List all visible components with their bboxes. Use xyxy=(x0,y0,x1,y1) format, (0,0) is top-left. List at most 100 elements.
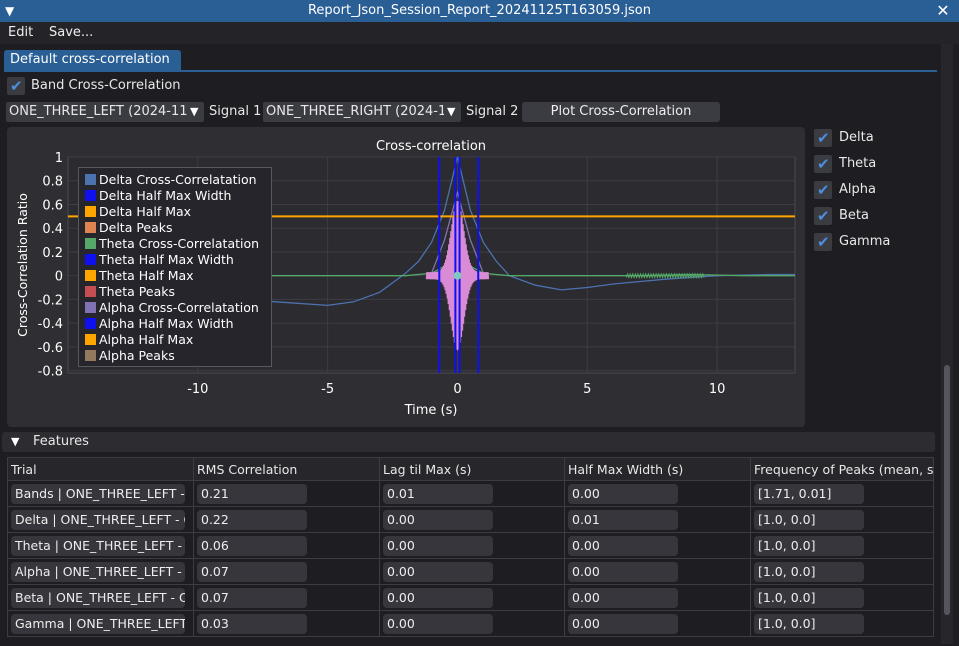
plot-cross-correlation-button[interactable]: Plot Cross-Correlation xyxy=(522,102,720,122)
legend-label: Alpha Peaks xyxy=(99,348,175,363)
x-tick-label: 5 xyxy=(583,382,591,397)
value-field[interactable]: [1.0, 0.0] xyxy=(754,613,864,634)
band-toggle-gamma-checkbox[interactable]: ✔ xyxy=(814,233,832,251)
menu-edit[interactable]: Edit xyxy=(8,25,34,40)
x-tick-label: 0 xyxy=(453,382,461,397)
value-field[interactable]: 0.01 xyxy=(568,509,678,530)
y-tick-label: 0.6 xyxy=(42,198,63,213)
table-column-header[interactable]: Frequency of Peaks (mean, st. xyxy=(750,457,934,481)
value-field[interactable]: [1.71, 0.01] xyxy=(754,483,864,504)
table-cell: [1.0, 0.0] xyxy=(750,558,934,585)
value-field[interactable]: 0.06 xyxy=(197,535,307,556)
value-field[interactable]: 0.00 xyxy=(568,587,678,608)
table-column-header[interactable]: Half Max Width (s) xyxy=(564,457,751,481)
value-field[interactable]: 0.07 xyxy=(197,587,307,608)
legend-label: Theta Peaks xyxy=(99,284,175,299)
table-cell: Theta | ONE_THREE_LEFT - O xyxy=(7,532,194,559)
tab-label: Default cross-correlation xyxy=(10,52,170,67)
legend-swatch xyxy=(85,238,96,249)
value-field[interactable]: [1.0, 0.0] xyxy=(754,561,864,582)
table-cell: 0.03 xyxy=(193,610,380,637)
y-tick-label: 0.2 xyxy=(42,246,63,261)
value-field[interactable]: [1.0, 0.0] xyxy=(754,535,864,556)
value-field[interactable]: 0.00 xyxy=(568,613,678,634)
chart-title: Cross-correlation xyxy=(376,139,486,154)
legend-entry[interactable]: Alpha Half Max Width xyxy=(79,316,269,332)
checkmark-icon: ✔ xyxy=(817,129,830,147)
legend-entry[interactable]: Theta Half Max xyxy=(79,268,269,284)
legend-entry[interactable]: Delta Half Max Width xyxy=(79,188,269,204)
table-column-header[interactable]: Trial xyxy=(7,457,194,481)
value-field[interactable]: 0.00 xyxy=(383,613,493,634)
table-cell: 0.07 xyxy=(193,558,380,585)
signal2-select[interactable]: ONE_THREE_RIGHT (2024-1 ▼ xyxy=(263,102,461,122)
trial-name-field[interactable]: Theta | ONE_THREE_LEFT - O xyxy=(11,535,185,556)
legend-entry[interactable]: Theta Half Max Width xyxy=(79,252,269,268)
band-toggle-theta-checkbox[interactable]: ✔ xyxy=(814,155,832,173)
legend-label: Alpha Half Max Width xyxy=(99,316,234,331)
legend-entry[interactable]: Alpha Cross-Correlatation xyxy=(79,300,269,316)
signal1-label: Signal 1 xyxy=(209,104,262,119)
value-field[interactable]: 0.00 xyxy=(568,535,678,556)
collapse-triangle-icon[interactable]: ▼ xyxy=(5,4,15,18)
signal2-value: ONE_THREE_RIGHT (2024-1 xyxy=(266,104,444,119)
table-column-header[interactable]: Lag til Max (s) xyxy=(379,457,565,481)
band-cross-correlation-checkbox[interactable]: ✔ xyxy=(7,77,25,95)
trial-name-field[interactable]: Beta | ONE_THREE_LEFT - O xyxy=(11,587,185,608)
legend-label: Alpha Half Max xyxy=(99,332,194,347)
value-field[interactable]: 0.22 xyxy=(197,509,307,530)
legend-entry[interactable]: Alpha Peaks xyxy=(79,348,269,364)
y-tick-label: -0.8 xyxy=(38,365,63,380)
collapse-triangle-icon[interactable]: ▼ xyxy=(11,435,20,448)
legend-entry[interactable]: Alpha Half Max xyxy=(79,332,269,348)
value-field[interactable]: [1.0, 0.0] xyxy=(754,509,864,530)
signal1-select[interactable]: ONE_THREE_LEFT (2024-11 ▼ xyxy=(6,102,204,122)
y-tick-label: -0.2 xyxy=(38,293,63,308)
legend-entry[interactable]: Delta Cross-Correlatation xyxy=(79,172,269,188)
legend-entry[interactable]: Theta Peaks xyxy=(79,284,269,300)
menu-save[interactable]: Save... xyxy=(49,25,94,40)
value-field[interactable]: 0.07 xyxy=(197,561,307,582)
table-cell: Gamma | ONE_THREE_LEFT xyxy=(7,610,194,637)
table-cell: 0.00 xyxy=(379,532,565,559)
legend-entry[interactable]: Delta Peaks xyxy=(79,220,269,236)
chevron-down-icon: ▼ xyxy=(190,105,199,118)
x-axis-label: Time (s) xyxy=(404,403,458,418)
value-field[interactable]: 0.00 xyxy=(383,561,493,582)
table-cell: 0.01 xyxy=(564,506,751,533)
features-header[interactable]: ▼ Features xyxy=(2,432,935,452)
legend-swatch xyxy=(85,190,96,201)
legend-swatch xyxy=(85,350,96,361)
table-row: Bands | ONE_THREE_LEFT - 0.21 0.01 0.00 [1.… xyxy=(7,480,934,507)
table-cell: [1.0, 0.0] xyxy=(750,610,934,637)
band-toggle-beta-checkbox[interactable]: ✔ xyxy=(814,207,832,225)
value-field[interactable]: 0.03 xyxy=(197,613,307,634)
trial-name-field[interactable]: Gamma | ONE_THREE_LEFT xyxy=(11,613,185,634)
value-field[interactable]: 0.00 xyxy=(383,509,493,530)
scrollbar-thumb[interactable] xyxy=(944,365,950,615)
trial-name-field[interactable]: Alpha | ONE_THREE_LEFT - O xyxy=(11,561,185,582)
legend-swatch xyxy=(85,302,96,313)
legend-entry[interactable]: Delta Half Max xyxy=(79,204,269,220)
value-field[interactable]: [1.0, 0.0] xyxy=(754,587,864,608)
value-field[interactable]: 0.01 xyxy=(383,483,493,504)
table-column-header[interactable]: RMS Correlation xyxy=(193,457,380,481)
band-toggle-label: Theta xyxy=(839,156,877,171)
trial-name-field[interactable]: Bands | ONE_THREE_LEFT - xyxy=(11,483,185,504)
band-toggle-alpha-checkbox[interactable]: ✔ xyxy=(814,181,832,199)
value-field[interactable]: 0.00 xyxy=(383,587,493,608)
legend-swatch xyxy=(85,286,96,297)
trial-name-field[interactable]: Delta | ONE_THREE_LEFT - O xyxy=(11,509,185,530)
value-field[interactable]: 0.00 xyxy=(568,483,678,504)
band-toggle-delta-checkbox[interactable]: ✔ xyxy=(814,129,832,147)
legend-entry[interactable]: Theta Cross-Correlatation xyxy=(79,236,269,252)
menu-bar: Edit Save... xyxy=(0,22,959,44)
value-field[interactable]: 0.00 xyxy=(568,561,678,582)
table-cell: 0.00 xyxy=(379,558,565,585)
value-field[interactable]: 0.21 xyxy=(197,483,307,504)
close-icon[interactable]: ✕ xyxy=(936,1,950,20)
table-cell: Bands | ONE_THREE_LEFT - xyxy=(7,480,194,507)
table-cell: 0.00 xyxy=(379,506,565,533)
tab-default-cross-correlation[interactable]: Default cross-correlation xyxy=(4,50,181,70)
value-field[interactable]: 0.00 xyxy=(383,535,493,556)
